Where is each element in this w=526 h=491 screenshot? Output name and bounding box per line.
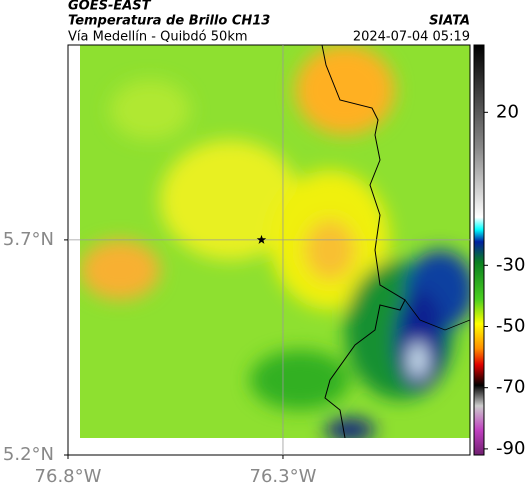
region: Vía Medellín - Quibdó 50km — [68, 30, 248, 45]
y-tick-label: 5.7°N — [3, 229, 54, 250]
timestamp: 2024-07-04 05:19 — [353, 30, 470, 45]
location-marker — [256, 234, 267, 244]
colorbar-tick-label: -90 — [496, 438, 525, 459]
x-tick-label: 76.8°W — [35, 466, 102, 487]
colorbar — [473, 44, 485, 456]
source: SIATA — [429, 14, 470, 29]
title: GOES-EAST — [68, 0, 152, 14]
colorbar-tick-label: -30 — [496, 254, 525, 275]
colorbar-tick-label: -70 — [496, 377, 525, 398]
map-frame — [67, 44, 471, 456]
y-tick-label: 5.2°N — [3, 444, 54, 465]
colorbar-tick-label: 20 — [496, 101, 519, 122]
colorbar-tick-label: -50 — [496, 315, 525, 336]
imagery — [80, 45, 470, 438]
subtitle: Temperatura de Brillo CH13 — [68, 14, 270, 29]
x-tick-label: 76.3°W — [250, 466, 317, 487]
